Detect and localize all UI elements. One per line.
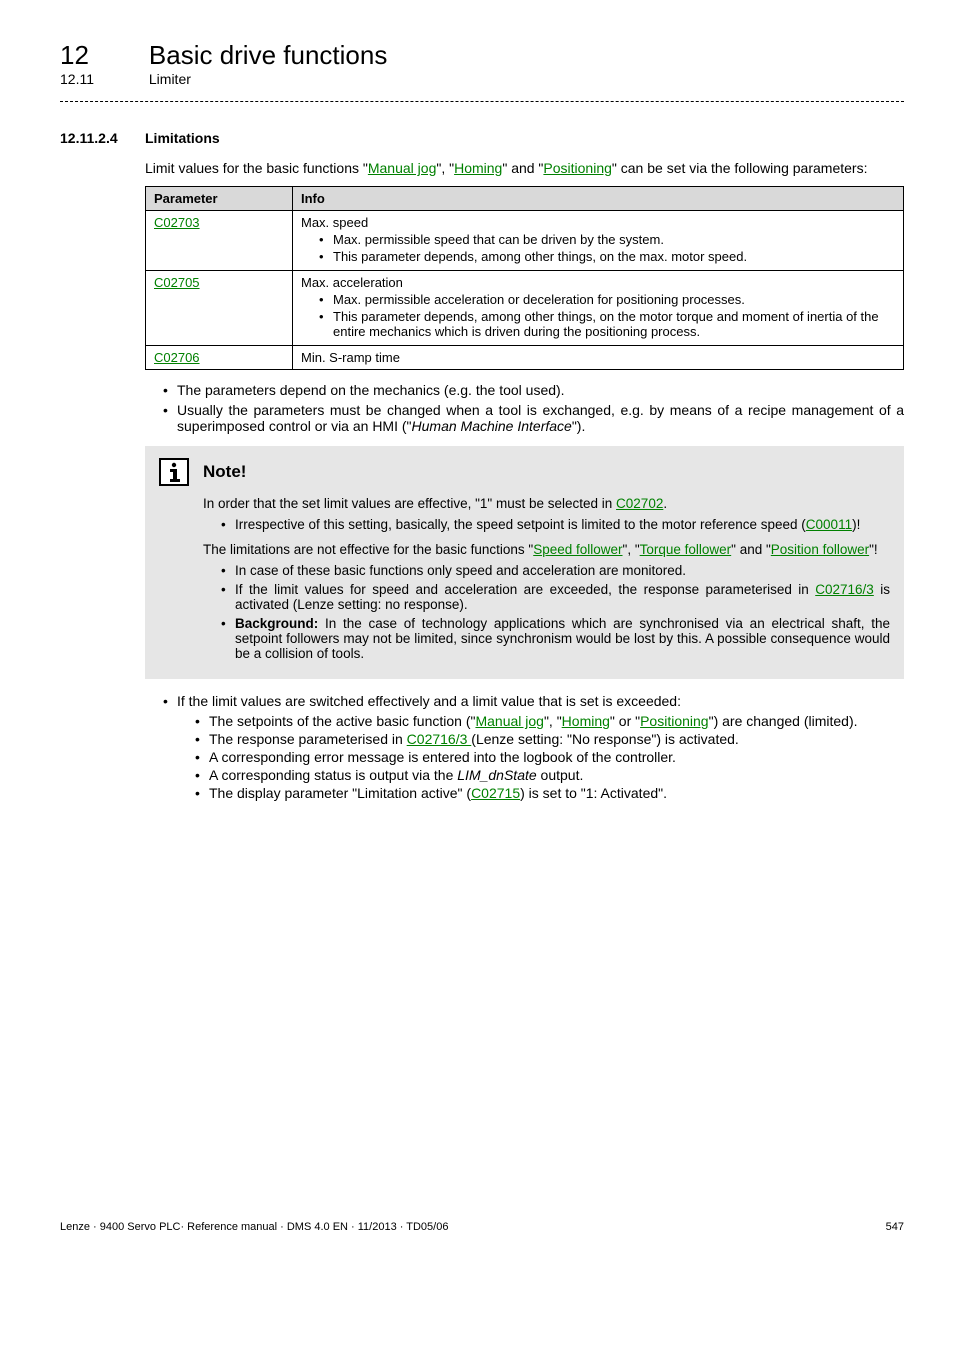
list-item: The setpoints of the active basic functi…	[195, 713, 904, 729]
subsection-heading: 12.11.2.4 Limitations	[60, 130, 904, 146]
page-footer: Lenze · 9400 Servo PLC· Reference manual…	[60, 1221, 904, 1233]
note-title: Note!	[203, 462, 246, 482]
link-speed-follower[interactable]: Speed follower	[533, 542, 622, 557]
link-manual-jog[interactable]: Manual jog	[475, 713, 544, 729]
footer-left: Lenze · 9400 Servo PLC· Reference manual…	[60, 1221, 448, 1233]
link-manual-jog[interactable]: Manual jog	[368, 160, 437, 176]
cell-item: This parameter depends, among other thin…	[319, 309, 895, 339]
list-item: The display parameter "Limitation active…	[195, 785, 904, 801]
cell-item: This parameter depends, among other thin…	[319, 249, 895, 264]
list-item: The parameters depend on the mechanics (…	[163, 382, 904, 398]
link-positioning[interactable]: Positioning	[640, 713, 709, 729]
note-paragraph: In order that the set limit values are e…	[203, 496, 890, 511]
link-c02716-3[interactable]: C02716/3	[815, 582, 874, 597]
link-c02705[interactable]: C02705	[154, 275, 200, 290]
link-c02716-3[interactable]: C02716/3	[407, 731, 472, 747]
link-c02703[interactable]: C02703	[154, 215, 200, 230]
link-c00011[interactable]: C00011	[806, 517, 852, 532]
link-position-follower[interactable]: Position follower	[771, 542, 869, 557]
final-bullets: If the limit values are switched effecti…	[145, 693, 904, 801]
table-header-parameter: Parameter	[146, 187, 293, 211]
cell-item: Max. permissible acceleration or deceler…	[319, 292, 895, 307]
chapter-number: 12	[60, 40, 145, 71]
info-icon	[159, 458, 189, 486]
list-item: A corresponding error message is entered…	[195, 749, 904, 765]
note-box: Note! In order that the set limit values…	[145, 446, 904, 679]
list-item: Irrespective of this setting, basically,…	[221, 517, 890, 532]
list-item: The response parameterised in C02716/3 (…	[195, 731, 904, 747]
page-header: 12 Basic drive functions 12.11 Limiter	[60, 40, 904, 87]
link-positioning[interactable]: Positioning	[543, 160, 612, 176]
cell-title: Min. S-ramp time	[301, 350, 400, 365]
section-title: Limiter	[149, 71, 191, 87]
intro-paragraph: Limit values for the basic functions "Ma…	[145, 160, 904, 176]
chapter-title: Basic drive functions	[149, 40, 387, 70]
divider	[60, 101, 904, 102]
list-item: A corresponding status is output via the…	[195, 767, 904, 783]
link-homing[interactable]: Homing	[562, 713, 610, 729]
link-torque-follower[interactable]: Torque follower	[640, 542, 732, 557]
table-header-info: Info	[293, 187, 904, 211]
cell-item: Max. permissible speed that can be drive…	[319, 232, 895, 247]
table-row: C02705 Max. acceleration Max. permissibl…	[146, 271, 904, 346]
table-row: C02703 Max. speed Max. permissible speed…	[146, 211, 904, 271]
link-c02706[interactable]: C02706	[154, 350, 200, 365]
cell-title: Max. speed	[301, 215, 368, 230]
footer-page-number: 547	[886, 1221, 904, 1233]
link-c02715[interactable]: C02715	[471, 785, 520, 801]
subsection-number: 12.11.2.4	[60, 130, 145, 146]
table-row: C02706 Min. S-ramp time	[146, 346, 904, 370]
subsection-title: Limitations	[145, 130, 220, 146]
section-number: 12.11	[60, 71, 145, 87]
parameter-table: Parameter Info C02703 Max. speed Max. pe…	[145, 186, 904, 370]
after-table-bullets: The parameters depend on the mechanics (…	[145, 382, 904, 434]
list-item: Usually the parameters must be changed w…	[163, 402, 904, 434]
note-paragraph: The limitations are not effective for th…	[203, 542, 890, 557]
list-item: If the limit values for speed and accele…	[221, 582, 890, 612]
cell-title: Max. acceleration	[301, 275, 403, 290]
link-c02702[interactable]: C02702	[616, 496, 663, 511]
list-item: Background: In the case of technology ap…	[221, 616, 890, 661]
list-item: If the limit values are switched effecti…	[163, 693, 904, 801]
link-homing[interactable]: Homing	[454, 160, 502, 176]
list-item: In case of these basic functions only sp…	[221, 563, 890, 578]
